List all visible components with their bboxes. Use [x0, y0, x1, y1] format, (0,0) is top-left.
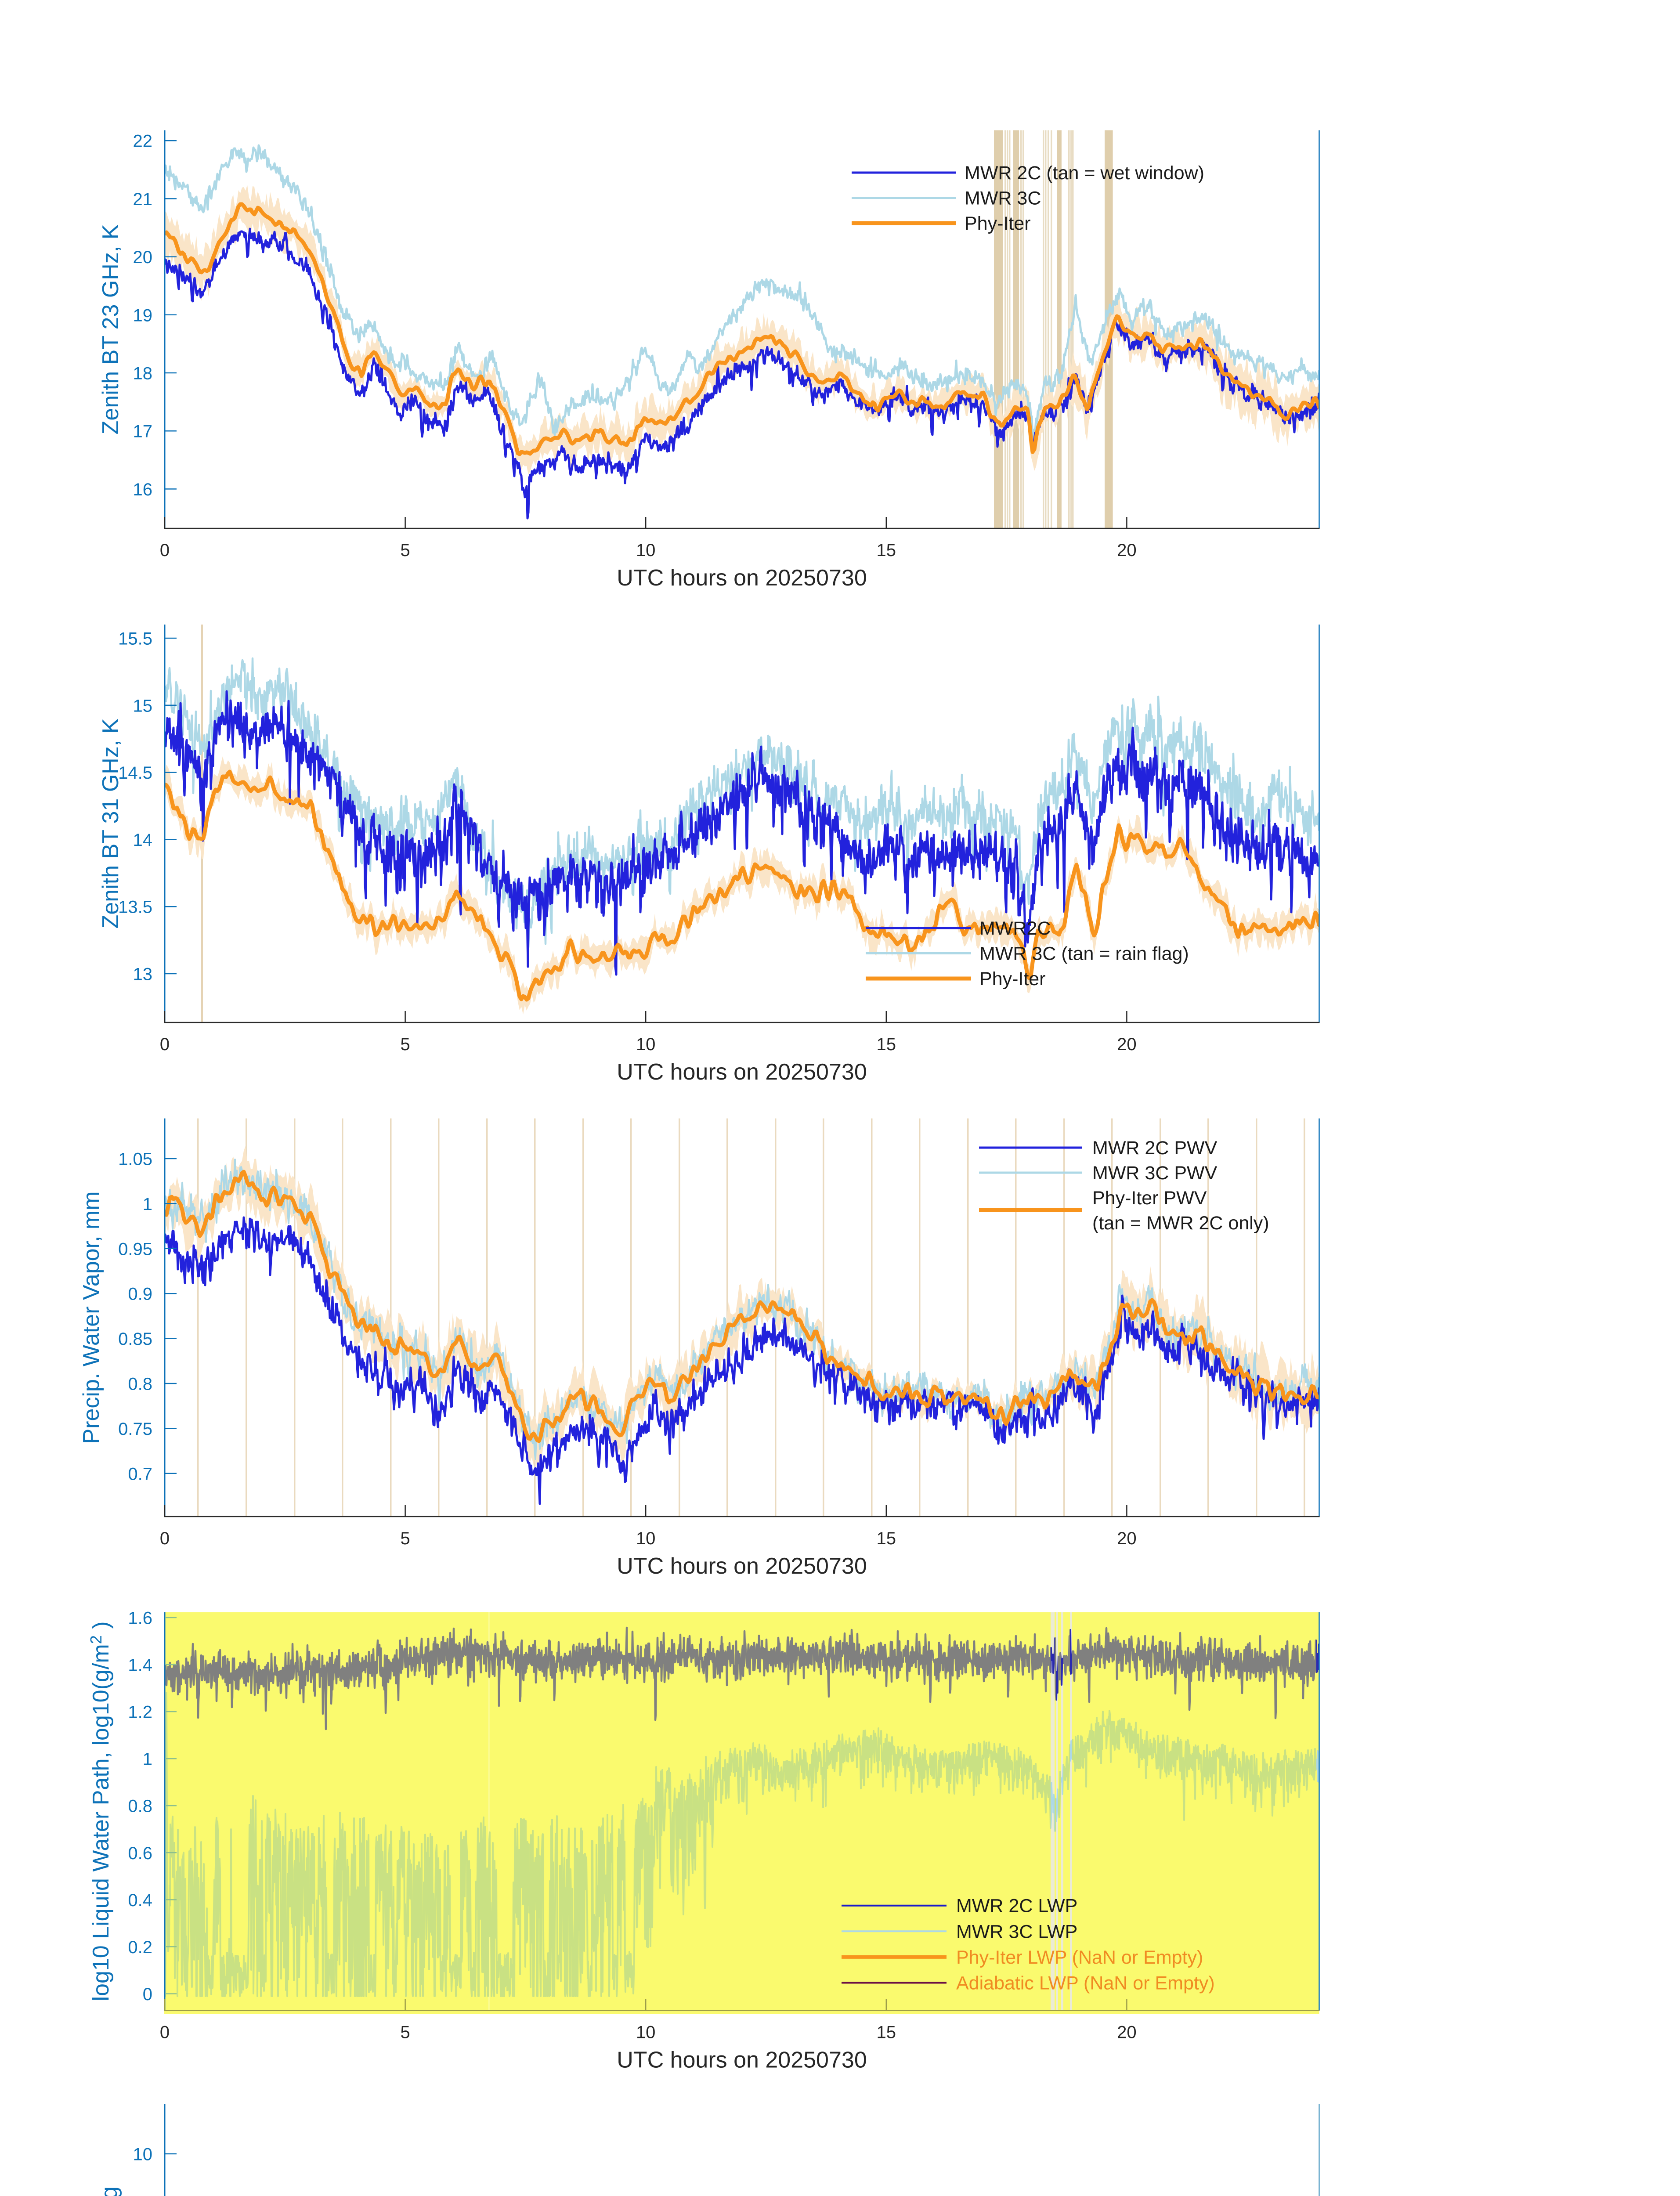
- svg-text:20: 20: [1117, 1035, 1137, 1054]
- svg-text:21: 21: [133, 190, 153, 209]
- svg-text:0.7: 0.7: [128, 1464, 152, 1484]
- svg-text:Phy-Iter PWV: Phy-Iter PWV: [1092, 1188, 1207, 1209]
- svg-text:MWR2C: MWR2C: [979, 918, 1051, 939]
- svg-text:1.2: 1.2: [128, 1703, 152, 1722]
- svg-text:UTC hours on 20250730: UTC hours on 20250730: [617, 565, 867, 591]
- svg-text:13.5: 13.5: [118, 898, 152, 917]
- svg-text:15: 15: [133, 696, 153, 715]
- svg-text:0.85: 0.85: [118, 1329, 152, 1349]
- svg-text:22: 22: [133, 132, 153, 151]
- svg-text:15: 15: [877, 1529, 896, 1548]
- svg-text:0: 0: [160, 541, 170, 560]
- svg-text:UTC hours on 20250730: UTC hours on 20250730: [617, 1553, 867, 1579]
- svg-text:MWR 3C: MWR 3C: [965, 188, 1041, 209]
- svg-text:0: 0: [143, 1985, 152, 2004]
- svg-text:UTC hours on 20250730: UTC hours on 20250730: [617, 2048, 867, 2073]
- svg-text:15: 15: [877, 2023, 896, 2042]
- svg-text:MWR 3C LWP: MWR 3C LWP: [956, 1921, 1077, 1942]
- svg-text:0.95: 0.95: [118, 1239, 152, 1259]
- svg-text:0.2: 0.2: [128, 1938, 152, 1957]
- svg-text:Adiabatic LWP (NaN or Empty): Adiabatic LWP (NaN or Empty): [956, 1973, 1215, 1994]
- svg-text:MWR 3C (tan = rain flag): MWR 3C (tan = rain flag): [979, 943, 1189, 964]
- svg-text:MWR 3C PWV: MWR 3C PWV: [1092, 1163, 1218, 1184]
- svg-text:Phy-Iter LWP (NaN or Empty): Phy-Iter LWP (NaN or Empty): [956, 1947, 1203, 1968]
- svg-text:1: 1: [143, 1750, 152, 1769]
- svg-text:14: 14: [133, 831, 153, 850]
- svg-text:0.6: 0.6: [128, 1844, 152, 1863]
- svg-text:1: 1: [143, 1195, 152, 1214]
- svg-text:MWR Phy Iter DQ Flag: MWR Phy Iter DQ Flag: [97, 2186, 122, 2196]
- svg-text:0: 0: [160, 2023, 170, 2042]
- svg-text:MWR 2C PWV: MWR 2C PWV: [1092, 1138, 1218, 1159]
- svg-text:5: 5: [400, 1529, 410, 1548]
- svg-text:20: 20: [1117, 1529, 1137, 1548]
- svg-text:10: 10: [636, 1035, 656, 1054]
- svg-text:17: 17: [133, 422, 153, 441]
- svg-text:10: 10: [636, 2023, 656, 2042]
- svg-text:MWR 2C LWP: MWR 2C LWP: [956, 1896, 1077, 1917]
- svg-text:16: 16: [133, 480, 153, 499]
- svg-text:13: 13: [133, 965, 153, 984]
- svg-text:0: 0: [160, 1529, 170, 1548]
- svg-text:MWR 2C (tan = wet window): MWR 2C (tan = wet window): [965, 163, 1204, 184]
- svg-text:5: 5: [400, 541, 410, 560]
- svg-text:0.8: 0.8: [128, 1797, 152, 1816]
- svg-text:14.5: 14.5: [118, 763, 152, 783]
- svg-text:10: 10: [636, 541, 656, 560]
- svg-text:0.4: 0.4: [128, 1891, 152, 1910]
- svg-text:15.5: 15.5: [118, 629, 152, 649]
- svg-text:19: 19: [133, 306, 153, 325]
- svg-text:0.8: 0.8: [128, 1375, 152, 1394]
- svg-text:0.75: 0.75: [118, 1419, 152, 1439]
- svg-text:15: 15: [877, 541, 896, 560]
- svg-text:0.9: 0.9: [128, 1285, 152, 1304]
- svg-text:UTC hours on 20250730: UTC hours on 20250730: [617, 1059, 867, 1085]
- svg-text:10: 10: [636, 1529, 656, 1548]
- svg-text:log10 Liquid Water Path, log10: log10 Liquid Water Path, log10(g/m2 ): [87, 1621, 114, 2001]
- svg-text:18: 18: [133, 364, 153, 383]
- svg-text:0: 0: [160, 1035, 170, 1054]
- svg-text:20: 20: [1117, 541, 1137, 560]
- svg-text:Zenith BT 31 GHz, K: Zenith BT 31 GHz, K: [98, 718, 123, 928]
- svg-text:1.4: 1.4: [128, 1656, 152, 1675]
- svg-text:5: 5: [400, 2023, 410, 2042]
- svg-text:15: 15: [877, 1035, 896, 1054]
- svg-text:20: 20: [133, 248, 153, 267]
- svg-text:Phy-Iter: Phy-Iter: [979, 968, 1046, 990]
- svg-text:10: 10: [133, 2145, 153, 2164]
- svg-text:1.6: 1.6: [128, 1609, 152, 1628]
- svg-text:Phy-Iter: Phy-Iter: [965, 213, 1031, 234]
- svg-text:Precip. Water Vapor, mm: Precip. Water Vapor, mm: [79, 1191, 104, 1444]
- svg-text:1.05: 1.05: [118, 1150, 152, 1169]
- svg-text:20: 20: [1117, 2023, 1137, 2042]
- svg-text:5: 5: [400, 1035, 410, 1054]
- svg-text:Zenith BT 23 GHz, K: Zenith BT 23 GHz, K: [98, 224, 123, 434]
- svg-text:(tan = MWR 2C only): (tan = MWR 2C only): [1092, 1213, 1269, 1234]
